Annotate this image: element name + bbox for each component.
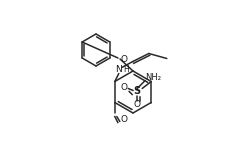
Text: N: N (115, 65, 122, 74)
Text: O: O (134, 100, 141, 109)
Text: NH₂: NH₂ (145, 73, 161, 82)
Text: O: O (121, 83, 128, 92)
Text: O: O (121, 55, 127, 64)
Text: H: H (123, 65, 129, 74)
Text: O: O (121, 115, 128, 124)
Text: S: S (134, 86, 141, 97)
